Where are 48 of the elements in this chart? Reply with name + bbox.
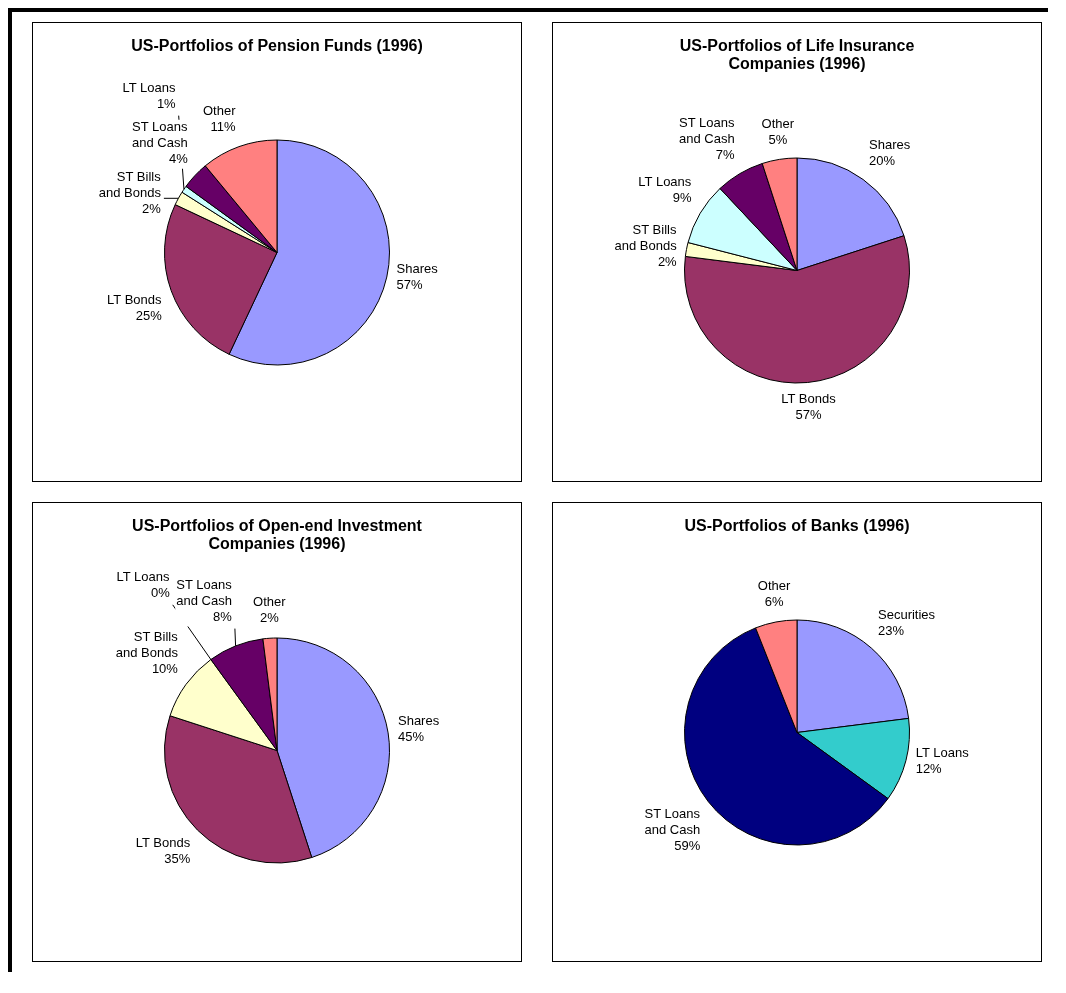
data-label: 59%	[674, 837, 701, 853]
slice-label: ST Bills and Bonds	[614, 221, 678, 253]
data-label: 2%	[657, 253, 678, 269]
data-label: 8%	[213, 608, 233, 624]
data-label: 57%	[795, 406, 822, 422]
slice-label: ST Loans and Cash	[132, 118, 188, 150]
slice-label: LT Bonds	[135, 835, 191, 851]
data-label: 25%	[135, 308, 163, 324]
slice-label: Other	[202, 103, 237, 119]
slice-label: Other	[761, 115, 795, 131]
data-label: 2%	[142, 200, 162, 216]
chart-title: US-Portfolios of Life Insurance Companies (1996)	[678, 37, 916, 73]
slice-label: LT Loans	[638, 174, 692, 190]
data-label: 45%	[397, 729, 425, 745]
slice-label: ST Loans and Cash	[176, 576, 233, 608]
slice-label: Other	[253, 594, 287, 610]
slice-label: LT Bonds	[781, 390, 837, 406]
chart-title: US-Portfolios of Pension Funds (1996)	[130, 37, 424, 55]
slice-label: Other	[757, 578, 791, 594]
data-label: 1%	[156, 95, 177, 111]
slice-label: ST Loans and Cash	[644, 805, 701, 837]
slice-label: Securities	[878, 606, 936, 622]
text: 0%	[150, 584, 170, 600]
slice-label: Shares	[869, 137, 911, 153]
slice-label: ST Bills and Bonds	[98, 168, 162, 200]
slice-label: LT Loans	[122, 79, 176, 95]
slice-label: LT Bonds	[107, 292, 163, 308]
chart-title: US-Portfolios of Banks (1996)	[683, 517, 911, 535]
data-label: 9%	[672, 190, 692, 206]
data-label: 20%	[869, 153, 896, 169]
data-label: 6%	[764, 594, 784, 610]
chart-title: US-Portfolios of Open-end Investment Companies (1996)	[131, 517, 423, 553]
data-label: 5%	[768, 131, 788, 147]
slice-label: Shares	[397, 713, 440, 729]
slice-label: ST Loans and Cash	[678, 115, 735, 147]
data-label: 2%	[259, 610, 280, 626]
data-label: 35%	[164, 851, 191, 867]
data-label: 10%	[151, 660, 179, 676]
category-label: LT Loans	[116, 568, 170, 584]
slice-label: ST Bills and Bonds	[115, 628, 179, 660]
data-label: 57%	[396, 277, 424, 293]
data-label: 11%	[210, 119, 236, 135]
slice-label: LT Loans	[915, 745, 970, 761]
data-label: 7%	[715, 147, 736, 163]
data-label: 4%	[168, 150, 189, 166]
data-label: 12%	[915, 761, 943, 777]
data-label: 23%	[878, 622, 905, 638]
slice-label: Shares	[396, 261, 439, 277]
